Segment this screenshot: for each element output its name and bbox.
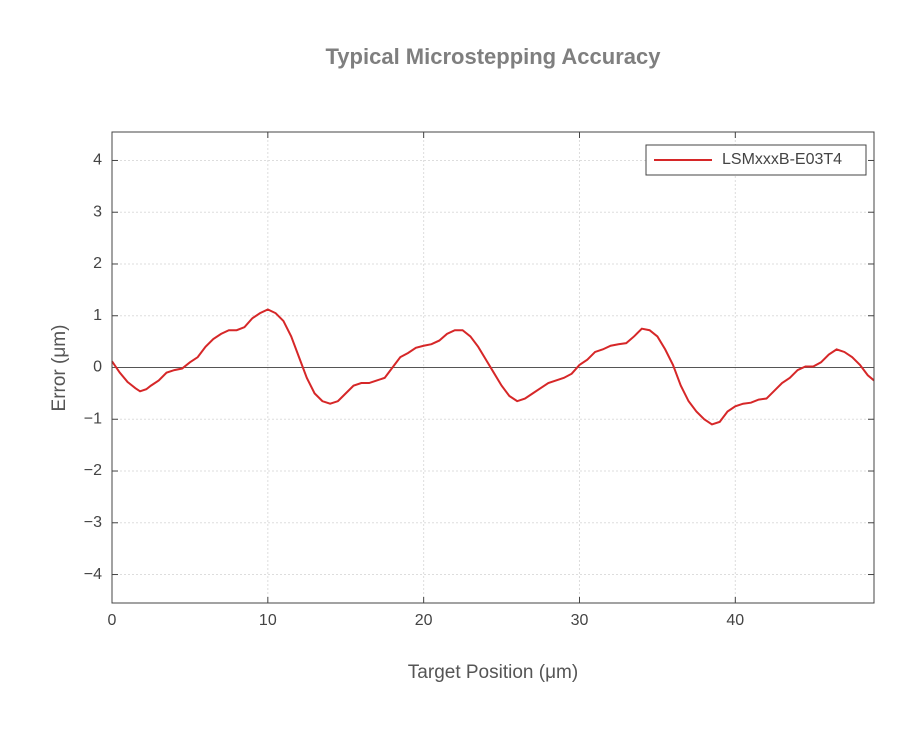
legend: LSMxxxB-E03T4 xyxy=(645,144,867,176)
y-tick-label: −4 xyxy=(84,566,102,583)
x-tick-label: 0 xyxy=(108,612,117,629)
y-tick-label: 3 xyxy=(93,203,102,220)
x-axis-label: Target Position (μm) xyxy=(408,662,578,683)
y-tick-label: −3 xyxy=(84,514,102,531)
plot-frame xyxy=(111,131,875,604)
y-tick-label: 0 xyxy=(93,359,102,376)
y-axis-label: Error (μm) xyxy=(49,325,70,412)
x-tick-label: 40 xyxy=(726,612,744,629)
chart-title: Typical Microstepping Accuracy xyxy=(326,44,662,69)
legend-label: LSMxxxB-E03T4 xyxy=(722,151,842,168)
data-line xyxy=(111,308,875,426)
y-tick-label: −1 xyxy=(84,410,102,427)
y-tick-label: 4 xyxy=(93,152,102,169)
x-tick-label: 30 xyxy=(571,612,589,629)
x-tick-label: 20 xyxy=(415,612,433,629)
x-tick-label: 10 xyxy=(259,612,277,629)
y-tick-label: 1 xyxy=(93,307,102,324)
y-tick-label: 2 xyxy=(93,255,102,272)
y-tick-label: −2 xyxy=(84,462,102,479)
